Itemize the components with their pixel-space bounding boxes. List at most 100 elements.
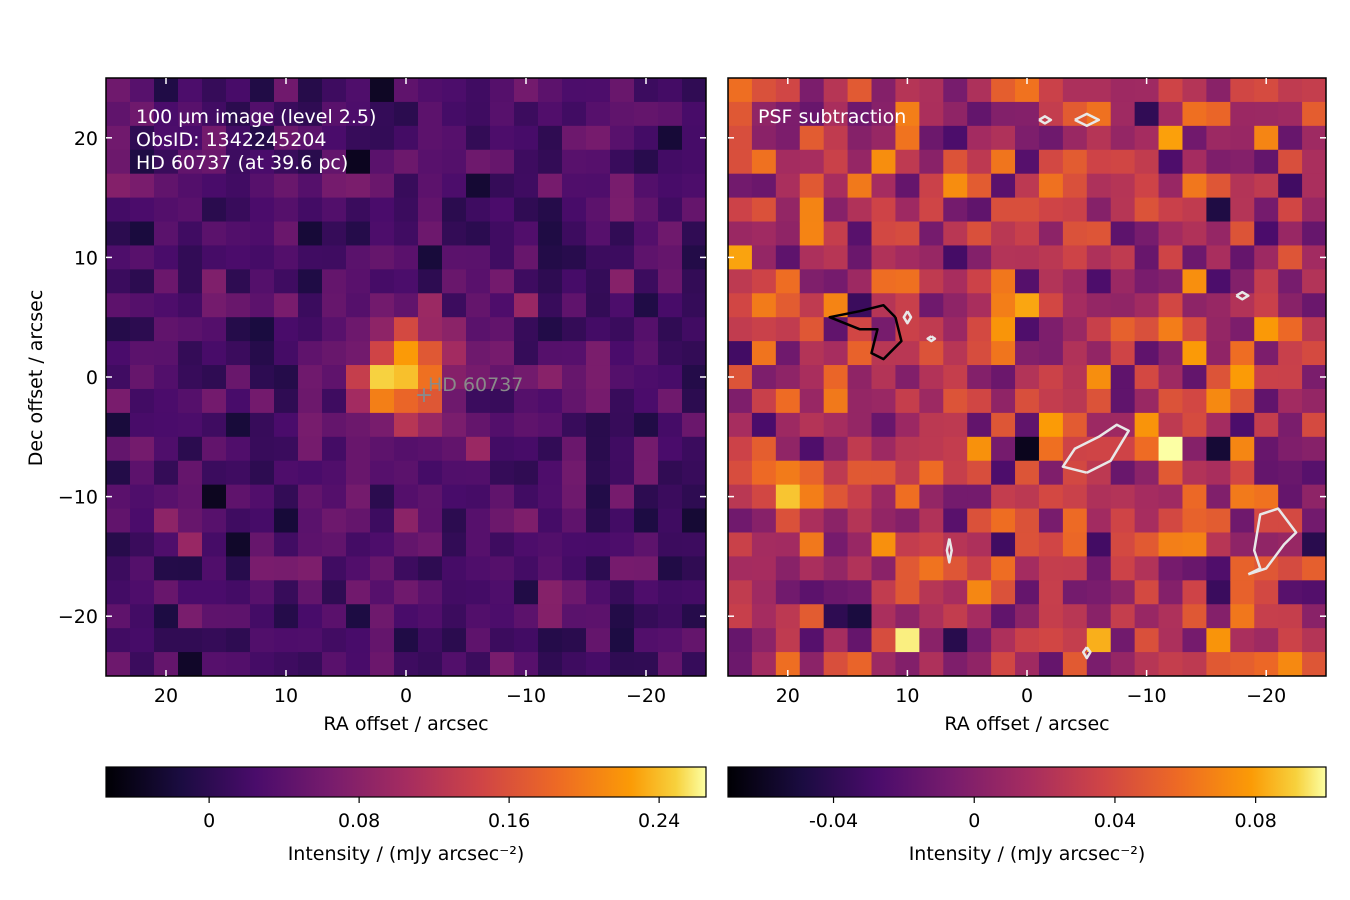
heatmap-cell (1134, 652, 1160, 676)
heatmap-cell (991, 436, 1016, 462)
heatmap-cell (1302, 245, 1326, 270)
heatmap-cell (1134, 508, 1160, 534)
heatmap-cell (658, 532, 683, 557)
heatmap-cell (871, 532, 897, 557)
heatmap-cell (871, 388, 897, 414)
heatmap-cell (1134, 269, 1160, 294)
heatmap-cell (394, 508, 419, 534)
heatmap-cell (1230, 125, 1255, 151)
heatmap-cell (799, 245, 825, 270)
heatmap-cell (895, 484, 920, 510)
heatmap-cell (1182, 580, 1207, 605)
heatmap-cell (202, 101, 227, 127)
heatmap-cell (775, 197, 801, 223)
heatmap-cell (895, 173, 920, 199)
heatmap-cell (178, 221, 203, 247)
heatmap-cell (106, 388, 131, 414)
heatmap-cell (274, 197, 299, 223)
heatmap-cell (1110, 101, 1136, 127)
heatmap-cell (919, 652, 944, 676)
heatmap-cell (130, 245, 155, 270)
heatmap-cell (847, 78, 873, 103)
heatmap-cell (514, 245, 539, 270)
heatmap-cell (1062, 221, 1088, 247)
heatmap-cell (1134, 532, 1160, 557)
heatmap-cell (1206, 149, 1231, 175)
heatmap-cell (634, 245, 659, 270)
heatmap-cell (130, 580, 155, 605)
heatmap-cell (1158, 580, 1184, 605)
heatmap-cell (1134, 484, 1160, 510)
left-panel: +HD 60737 20 10 0 −10 −20 20 10 0 −10 −20 100 µm … (25, 77, 707, 735)
heatmap-cell (1254, 269, 1279, 294)
heatmap-cell (1015, 556, 1040, 581)
heatmap-cell (1134, 101, 1160, 127)
heatmap-cell (562, 78, 587, 103)
heatmap-cell (1015, 412, 1040, 438)
heatmap-cell (322, 556, 347, 581)
heatmap-cell (562, 149, 587, 175)
heatmap-cell (919, 101, 944, 127)
heatmap-cell (154, 460, 179, 486)
heatmap-cell (682, 436, 706, 462)
heatmap-cell (442, 245, 467, 270)
heatmap-cell (967, 580, 992, 605)
heatmap-cell (394, 460, 419, 486)
heatmap-cell (1110, 628, 1136, 653)
heatmap-cell (202, 532, 227, 557)
heatmap-cell (178, 197, 203, 223)
heatmap-cell (823, 221, 849, 247)
heatmap-cell (1015, 460, 1040, 486)
heatmap-cell (634, 173, 659, 199)
heatmap-cell (1038, 221, 1064, 247)
heatmap-cell (1230, 436, 1255, 462)
heatmap-cell (538, 245, 563, 270)
heatmap-cell (871, 508, 897, 534)
heatmap-cell (322, 628, 347, 653)
heatmap-cell (130, 125, 155, 151)
heatmap-cell (586, 269, 611, 294)
heatmap-cell (370, 556, 395, 581)
heatmap-cell (538, 604, 563, 629)
heatmap-cell (895, 436, 920, 462)
heatmap-cell (682, 628, 706, 653)
heatmap-cell (466, 365, 491, 390)
heatmap-cell (1015, 436, 1040, 462)
heatmap-cell (514, 460, 539, 486)
heatmap-cell (490, 317, 515, 342)
heatmap-cell (751, 149, 777, 175)
heatmap-cell (394, 269, 419, 294)
heatmap-cell (514, 388, 539, 414)
heatmap-cell (226, 532, 251, 557)
right-annotation-line-1: PSF subtraction (758, 106, 906, 128)
heatmap-cell (418, 436, 443, 462)
heatmap-cell (514, 604, 539, 629)
heatmap-cell (130, 604, 155, 629)
heatmap-cell (919, 149, 944, 175)
heatmap-cell (466, 78, 491, 103)
heatmap-cell (202, 604, 227, 629)
heatmap-cell (514, 628, 539, 653)
heatmap-cell (490, 101, 515, 127)
heatmap-cell (562, 580, 587, 605)
heatmap-cell (682, 269, 706, 294)
heatmap-cell (418, 580, 443, 605)
heatmap-cell (466, 245, 491, 270)
heatmap-cell (1110, 341, 1136, 366)
heatmap-cell (1254, 604, 1279, 629)
heatmap-cell (1206, 580, 1231, 605)
heatmap-cell (130, 221, 155, 247)
heatmap-cell (823, 412, 849, 438)
heatmap-cell (178, 580, 203, 605)
heatmap-cell (1086, 532, 1112, 557)
colorbar-tick-label: 0.04 (1094, 810, 1136, 832)
heatmap-cell (1086, 245, 1112, 270)
left-heatmap (106, 78, 706, 676)
heatmap-cell (562, 556, 587, 581)
heatmap-cell (658, 149, 683, 175)
heatmap-cell (562, 628, 587, 653)
heatmap-cell (991, 460, 1016, 486)
heatmap-cell (370, 460, 395, 486)
heatmap-cell (130, 317, 155, 342)
heatmap-cell (1278, 245, 1303, 270)
